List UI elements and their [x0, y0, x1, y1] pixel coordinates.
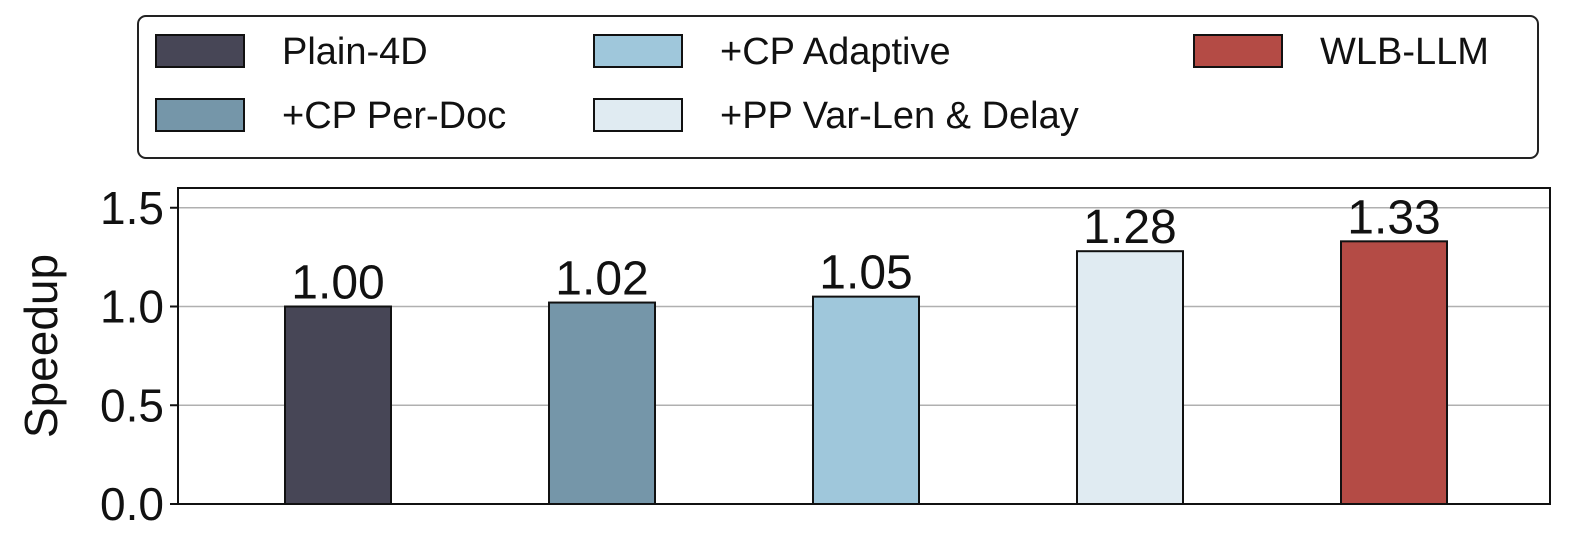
bar-value-label: 1.00 — [291, 257, 384, 310]
plot-frame — [177, 187, 1551, 505]
legend-label: Plain-4D — [282, 31, 428, 73]
bar-value-label: 1.02 — [555, 253, 648, 306]
legend-swatch — [593, 34, 683, 68]
bar-value-label: 1.28 — [1083, 201, 1176, 254]
y-tick-label: 0.5 — [100, 379, 164, 431]
y-axis-title: Speedup — [15, 254, 67, 438]
bar — [812, 295, 920, 505]
legend-swatch — [155, 98, 245, 132]
bar-value-label: 1.33 — [1347, 191, 1440, 244]
bars — [284, 240, 1448, 505]
y-tick-label: 1.5 — [100, 182, 164, 234]
y-tick-label: 1.0 — [100, 281, 164, 333]
bar — [1340, 240, 1448, 505]
legend-swatch — [155, 34, 245, 68]
legend-frame — [137, 15, 1539, 159]
value-labels: 1.00 1.02 1.05 1.28 1.33 — [291, 191, 1440, 309]
legend-swatch — [593, 98, 683, 132]
bar — [284, 305, 392, 505]
y-tick-label: 0.0 — [100, 478, 164, 530]
legend-label: +CP Per-Doc — [282, 95, 506, 137]
plot-area: 1.00 1.02 1.05 1.28 1.33 0.0 0.5 1.0 1.5 — [100, 182, 1551, 530]
bar — [1076, 250, 1184, 505]
legend-label: +PP Var-Len & Delay — [720, 95, 1079, 137]
legend-swatch — [1193, 34, 1283, 68]
bar-value-label: 1.05 — [819, 247, 912, 300]
legend: Plain-4D +CP Per-Doc +CP Adaptive +PP Var-L… — [137, 15, 1539, 159]
legend-label: +CP Adaptive — [720, 31, 951, 73]
y-axis-ticks: 0.0 0.5 1.0 1.5 — [100, 182, 178, 530]
bar — [548, 301, 656, 505]
legend-label: WLB-LLM — [1320, 31, 1489, 73]
